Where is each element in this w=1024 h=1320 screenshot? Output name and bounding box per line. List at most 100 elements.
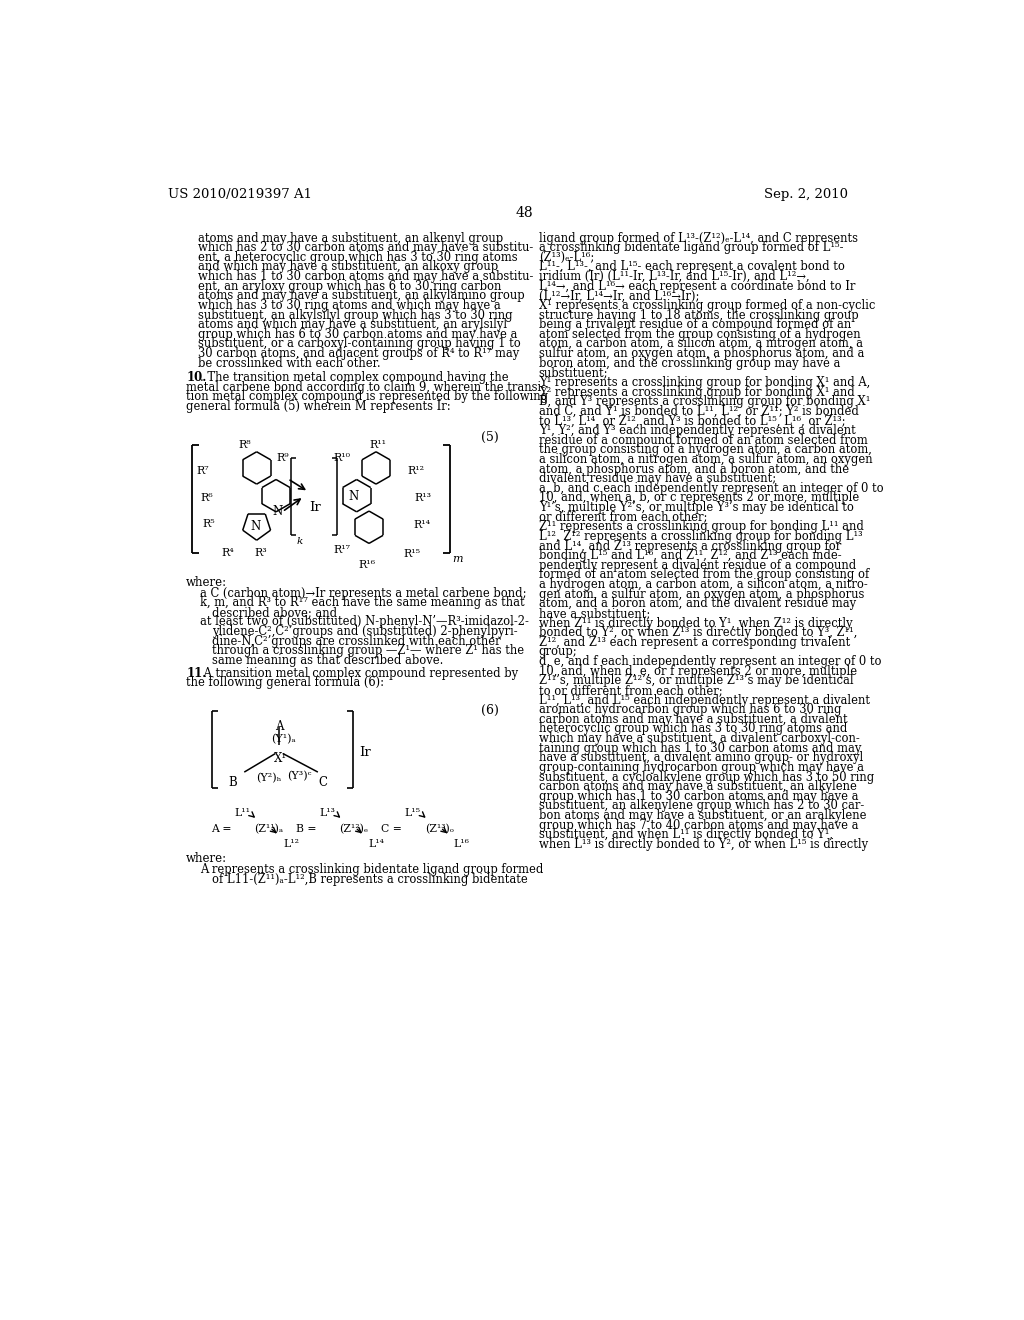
Text: Y¹’s, multiple Y²’s, or multiple Y³’s may be identical to: Y¹’s, multiple Y²’s, or multiple Y³’s ma… <box>539 502 854 513</box>
Text: have a substituent, a divalent amino group- or hydroxyl: have a substituent, a divalent amino gro… <box>539 751 863 764</box>
Text: 10, and, when a, b, or c represents 2 or more, multiple: 10, and, when a, b, or c represents 2 or… <box>539 491 859 504</box>
Text: group which has 1 to 30 carbon atoms and may have a: group which has 1 to 30 carbon atoms and… <box>539 789 858 803</box>
Text: bonded to Y², or when Z¹³ is directly bonded to Y³, Z¹¹,: bonded to Y², or when Z¹³ is directly bo… <box>539 626 857 639</box>
Text: ent, an aryloxy group which has 6 to 30 ring carbon: ent, an aryloxy group which has 6 to 30 … <box>198 280 501 293</box>
Text: R⁹: R⁹ <box>276 453 289 462</box>
Text: Ir: Ir <box>359 746 371 759</box>
Text: R¹⁷: R¹⁷ <box>334 545 350 554</box>
Text: being a trivalent residue of a compound formed of an: being a trivalent residue of a compound … <box>539 318 851 331</box>
Text: 48: 48 <box>516 206 534 220</box>
Text: (Y¹)ₐ: (Y¹)ₐ <box>270 734 295 744</box>
Text: heterocyclic group which has 3 to 30 ring atoms and: heterocyclic group which has 3 to 30 rin… <box>539 722 847 735</box>
Text: substituent, or a carboxyl-containing group having 1 to: substituent, or a carboxyl-containing gr… <box>198 338 520 350</box>
Text: L¹¹-, L¹³-, and L¹⁵- each represent a covalent bond to: L¹¹-, L¹³-, and L¹⁵- each represent a co… <box>539 260 845 273</box>
Text: where:: where: <box>186 576 227 589</box>
Text: B: B <box>228 776 237 789</box>
Text: B, and Y³ represents a crosslinking group for bonding X¹: B, and Y³ represents a crosslinking grou… <box>539 395 870 408</box>
Text: (Y³)ᶜ: (Y³)ᶜ <box>287 771 311 781</box>
Text: group which has 7 to 40 carbon atoms and may have a: group which has 7 to 40 carbon atoms and… <box>539 818 858 832</box>
Text: L¹¹, L¹³, and L¹⁵ each independently represent a divalent: L¹¹, L¹³, and L¹⁵ each independently rep… <box>539 693 869 706</box>
Text: R¹²: R¹² <box>407 466 424 475</box>
Text: a hydrogen atom, a carbon atom, a silicon atom, a nitro-: a hydrogen atom, a carbon atom, a silico… <box>539 578 867 591</box>
Text: of L11-(Z¹¹)ₐ-L¹²,B represents a crosslinking bidentate: of L11-(Z¹¹)ₐ-L¹²,B represents a crossli… <box>212 873 527 886</box>
Text: N: N <box>272 506 283 517</box>
Text: Z¹¹ represents a crosslinking group for bonding L¹¹ and: Z¹¹ represents a crosslinking group for … <box>539 520 863 533</box>
Text: B =: B = <box>296 824 321 834</box>
Text: d, e, and f each independently represent an integer of 0 to: d, e, and f each independently represent… <box>539 655 882 668</box>
Text: R¹¹: R¹¹ <box>370 441 387 450</box>
Text: X¹: X¹ <box>274 752 288 766</box>
Text: tion metal complex compound is represented by the following: tion metal complex compound is represent… <box>186 391 548 403</box>
Text: substituent, and when L¹¹ is directly bonded to Y¹,: substituent, and when L¹¹ is directly bo… <box>539 829 833 841</box>
Text: L¹¹: L¹¹ <box>234 808 250 818</box>
Text: (6): (6) <box>480 704 499 717</box>
Text: 11.: 11. <box>186 667 207 680</box>
Text: R¹⁶: R¹⁶ <box>358 561 376 570</box>
Text: formed of an atom selected from the group consisting of: formed of an atom selected from the grou… <box>539 569 869 581</box>
Text: R⁵: R⁵ <box>203 519 215 529</box>
Text: 10.: 10. <box>186 371 207 384</box>
Text: described above; and: described above; and <box>212 606 337 619</box>
Text: bonding L¹⁵ and L¹⁶, and Z¹¹, Z¹², and Z¹³ each inde-: bonding L¹⁵ and L¹⁶, and Z¹¹, Z¹², and Z… <box>539 549 842 562</box>
Text: atoms and which may have a substituent, an arylsilyl: atoms and which may have a substituent, … <box>198 318 507 331</box>
Text: when Z¹¹ is directly bonded to Y¹, when Z¹² is directly: when Z¹¹ is directly bonded to Y¹, when … <box>539 616 852 630</box>
Text: L¹³: L¹³ <box>319 808 335 818</box>
Text: Ir: Ir <box>309 502 321 513</box>
Text: which has 2 to 30 carbon atoms and may have a substitu-: which has 2 to 30 carbon atoms and may h… <box>198 242 534 255</box>
Text: N: N <box>348 490 358 503</box>
Text: X¹ represents a crosslinking group formed of a non-cyclic: X¹ represents a crosslinking group forme… <box>539 298 876 312</box>
Text: which has 1 to 30 carbon atoms and may have a substitu-: which has 1 to 30 carbon atoms and may h… <box>198 271 534 282</box>
Text: bon atoms and may have a substituent, or an aralkylene: bon atoms and may have a substituent, or… <box>539 809 866 822</box>
Text: group-containing hydrocarbon group which may have a: group-containing hydrocarbon group which… <box>539 760 864 774</box>
Text: k: k <box>297 537 303 546</box>
Text: (Z¹¹)ₐ: (Z¹¹)ₐ <box>254 824 284 834</box>
Text: atom, and a boron atom, and the divalent residue may: atom, and a boron atom, and the divalent… <box>539 598 856 610</box>
Text: group which has 6 to 30 carbon atoms and may have a: group which has 6 to 30 carbon atoms and… <box>198 327 517 341</box>
Text: substituent, an alkenylene group which has 2 to 30 car-: substituent, an alkenylene group which h… <box>539 800 864 812</box>
Text: at least two of (substituted) N-phenyl-N’—R³-imidazol-2-: at least two of (substituted) N-phenyl-N… <box>200 615 529 628</box>
Text: through a crosslinking group —Z¹— where Z¹ has the: through a crosslinking group —Z¹— where … <box>212 644 524 657</box>
Text: R¹⁰: R¹⁰ <box>334 453 350 462</box>
Text: C =: C = <box>381 824 406 834</box>
Text: Z¹¹’s, multiple Z¹²’s, or multiple Z¹³’s may be identical: Z¹¹’s, multiple Z¹²’s, or multiple Z¹³’s… <box>539 675 853 688</box>
Text: aromatic hydrocarbon group which has 6 to 30 ring: aromatic hydrocarbon group which has 6 t… <box>539 704 842 717</box>
Text: a silicon atom, a nitrogen atom, a sulfur atom, an oxygen: a silicon atom, a nitrogen atom, a sulfu… <box>539 453 872 466</box>
Text: to L¹³, L¹⁴, or Z¹², and Y³ is bonded to L¹⁵, L¹⁶, or Z¹³;: to L¹³, L¹⁴, or Z¹², and Y³ is bonded to… <box>539 414 845 428</box>
Text: carbon atoms and may have a substituent, a divalent: carbon atoms and may have a substituent,… <box>539 713 848 726</box>
Text: to or different from each other;: to or different from each other; <box>539 684 722 697</box>
Text: (Y²)ₕ: (Y²)ₕ <box>256 774 282 783</box>
Text: L¹⁴: L¹⁴ <box>369 840 384 849</box>
Text: L¹²: L¹² <box>283 840 299 849</box>
Text: atoms and may have a substituent, an alkylamino group: atoms and may have a substituent, an alk… <box>198 289 524 302</box>
Text: a C (carbon atom)→Ir represents a metal carbene bond;: a C (carbon atom)→Ir represents a metal … <box>200 586 526 599</box>
Text: L¹⁶: L¹⁶ <box>454 840 469 849</box>
Text: R⁶: R⁶ <box>201 492 214 503</box>
Text: iridium (Ir) (L¹¹-Ir, L¹³-Ir, and L¹⁵-Ir), and L¹²→,: iridium (Ir) (L¹¹-Ir, L¹³-Ir, and L¹⁵-Ir… <box>539 271 809 282</box>
Text: substituent;: substituent; <box>539 367 608 379</box>
Text: R³: R³ <box>254 548 267 558</box>
Text: R⁷: R⁷ <box>197 466 209 477</box>
Text: Y² represents a crosslinking group for bonding X¹ and: Y² represents a crosslinking group for b… <box>539 385 854 399</box>
Text: general formula (5) wherein M represents Ir:: general formula (5) wherein M represents… <box>186 400 451 413</box>
Text: be crosslinked with each other.: be crosslinked with each other. <box>198 356 380 370</box>
Text: taining group which has 1 to 30 carbon atoms and may: taining group which has 1 to 30 carbon a… <box>539 742 861 755</box>
Text: group;: group; <box>539 645 578 659</box>
Text: ylidene-C²,C²’groups and (substituted) 2-phenylpyri-: ylidene-C²,C²’groups and (substituted) 2… <box>212 626 517 638</box>
Text: and L¹⁴, and Z¹³ represents a crosslinking group for: and L¹⁴, and Z¹³ represents a crosslinki… <box>539 540 841 553</box>
Text: sulfur atom, an oxygen atom, a phosphorus atom, and a: sulfur atom, an oxygen atom, a phosphoru… <box>539 347 864 360</box>
Text: carbon atoms and may have a substituent, an alkylene: carbon atoms and may have a substituent,… <box>539 780 857 793</box>
Text: structure having 1 to 18 atoms, the crosslinking group: structure having 1 to 18 atoms, the cros… <box>539 309 858 322</box>
Text: 10, and, when d, e, or f represents 2 or more, multiple: 10, and, when d, e, or f represents 2 or… <box>539 665 857 677</box>
Text: 30 carbon atoms, and adjacent groups of R⁴ to R¹⁷ may: 30 carbon atoms, and adjacent groups of … <box>198 347 519 360</box>
Text: substituent, an alkylsilyl group which has 3 to 30 ring: substituent, an alkylsilyl group which h… <box>198 309 512 322</box>
Text: have a substituent;: have a substituent; <box>539 607 650 620</box>
Text: (Z¹³)ₑ-L¹⁶;: (Z¹³)ₑ-L¹⁶; <box>539 251 594 264</box>
Text: R⁴: R⁴ <box>221 548 233 558</box>
Text: which has 3 to 30 ring atoms and which may have a: which has 3 to 30 ring atoms and which m… <box>198 298 501 312</box>
Text: where:: where: <box>186 853 227 865</box>
Text: atom selected from the group consisting of a hydrogen: atom selected from the group consisting … <box>539 327 860 341</box>
Text: same meaning as that described above.: same meaning as that described above. <box>212 653 443 667</box>
Text: ligand group formed of L¹³-(Z¹²)ₑ-L¹⁴, and C represents: ligand group formed of L¹³-(Z¹²)ₑ-L¹⁴, a… <box>539 231 858 244</box>
Text: R¹³: R¹³ <box>415 492 432 503</box>
Text: residue of a compound formed of an atom selected from: residue of a compound formed of an atom … <box>539 434 867 446</box>
